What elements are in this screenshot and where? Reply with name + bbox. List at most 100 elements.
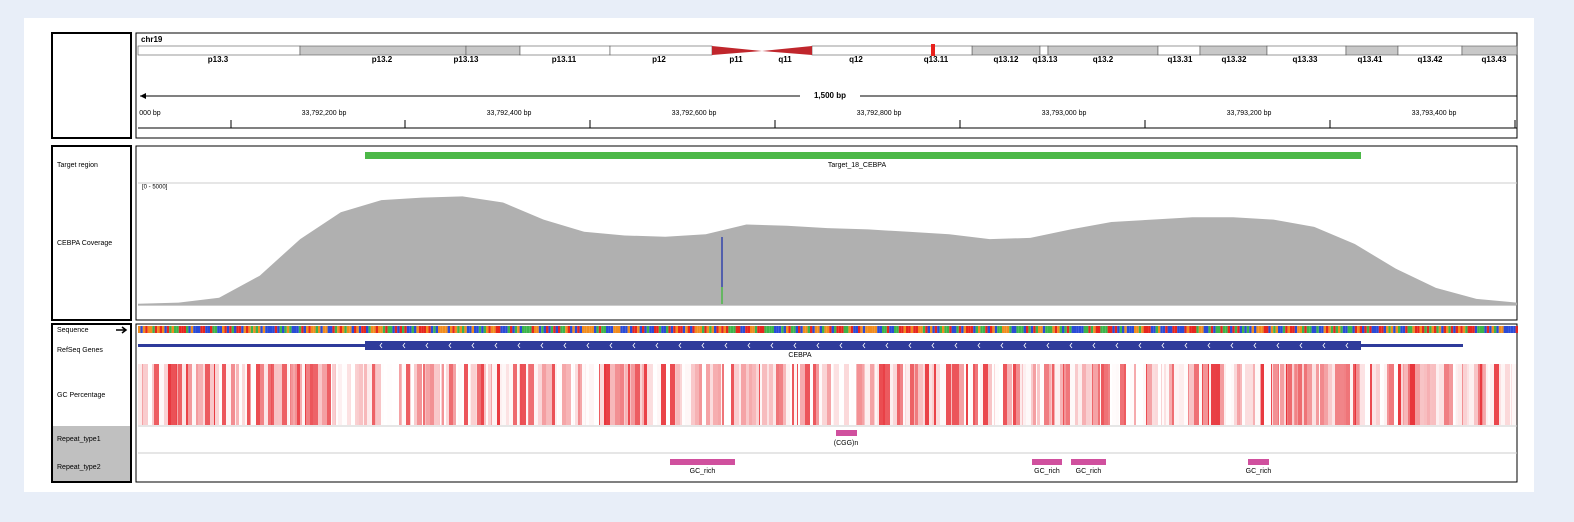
base: [1110, 326, 1113, 333]
base: [944, 326, 947, 333]
gc-stripe: [1134, 364, 1135, 425]
base: [930, 326, 933, 333]
gc-stripe: [289, 364, 290, 425]
base: [1321, 326, 1324, 333]
gc-stripe: [966, 364, 968, 425]
gc-stripe: [1242, 364, 1245, 425]
base: [819, 326, 822, 333]
gc-stripe: [351, 364, 355, 425]
gene-chevron: [839, 342, 843, 349]
gc-stripe: [923, 364, 924, 425]
band-label: q11: [778, 55, 792, 64]
base: [306, 326, 309, 333]
gc-stripe: [1359, 364, 1360, 425]
base: [373, 326, 376, 333]
base: [994, 326, 998, 333]
gc-stripe: [1136, 364, 1138, 425]
gc-stripe: [295, 364, 297, 425]
gc-stripe: [739, 364, 741, 425]
base: [1386, 326, 1389, 333]
base: [279, 326, 282, 333]
base: [1203, 326, 1206, 333]
gc-stripe: [1485, 364, 1486, 425]
gc-stripe: [178, 364, 182, 425]
gc-stripe: [338, 364, 342, 425]
gc-stripe: [1505, 364, 1510, 425]
base: [1302, 326, 1305, 333]
base: [534, 326, 537, 333]
base: [1436, 326, 1439, 333]
gc-stripe: [1040, 364, 1044, 425]
base: [1395, 326, 1398, 333]
band-label: q13.12: [994, 55, 1019, 64]
base: [385, 326, 388, 333]
base: [918, 326, 921, 333]
gc-stripe: [1112, 364, 1116, 425]
gc-stripe: [874, 364, 875, 425]
gc-stripe: [1439, 364, 1444, 425]
base: [1215, 326, 1218, 333]
base: [858, 326, 861, 333]
base: [1496, 326, 1499, 333]
base: [1482, 326, 1485, 333]
base: [1011, 326, 1014, 333]
base: [354, 326, 357, 333]
gc-stripe: [425, 364, 426, 425]
base: [543, 326, 546, 333]
gc-stripe: [903, 364, 905, 425]
base: [1378, 326, 1382, 333]
base: [193, 326, 196, 333]
gc-stripe: [327, 364, 331, 425]
base: [745, 326, 748, 333]
gc-stripe: [1216, 364, 1220, 425]
gc-stripe: [1302, 364, 1304, 425]
gc-stripe: [893, 364, 897, 425]
gc-stripe: [1401, 364, 1403, 425]
gene-chevron: [425, 342, 429, 349]
name-panel: [51, 145, 132, 321]
base: [1136, 326, 1139, 333]
gc-stripe: [290, 364, 291, 425]
gc-stripe: [1173, 364, 1174, 425]
base: [313, 326, 316, 333]
ruler-label: 33,793,000 bp: [1042, 110, 1087, 117]
gc-stripe: [642, 364, 644, 425]
gc-stripe: [138, 364, 142, 425]
base: [1141, 326, 1144, 333]
current-region: [931, 44, 935, 56]
base: [1218, 326, 1221, 333]
base: [973, 326, 976, 333]
gc-stripe: [219, 364, 222, 425]
base: [507, 326, 510, 333]
gc-stripe: [1092, 364, 1093, 425]
gc-stripe: [1174, 364, 1179, 425]
gc-stripe: [214, 364, 215, 425]
gene-chevron: [471, 342, 475, 349]
band-label: q13.2: [1093, 55, 1114, 64]
gc-stripe: [488, 364, 491, 425]
gc-stripe: [1169, 364, 1172, 425]
gc-stripe: [1209, 364, 1211, 425]
base: [1251, 326, 1254, 333]
gc-stripe: [1340, 364, 1344, 425]
band-label: q13.41: [1358, 55, 1383, 64]
gc-stripe: [702, 364, 706, 425]
gc-stripe: [699, 364, 702, 425]
base: [1316, 326, 1319, 333]
gc-stripe: [1264, 364, 1266, 425]
base: [805, 326, 808, 333]
gc-stripe: [1404, 364, 1408, 425]
gc-stripe: [462, 364, 464, 425]
base: [1470, 326, 1473, 333]
base: [512, 326, 515, 333]
base: [1124, 326, 1127, 333]
base: [402, 326, 405, 333]
gc-stripe: [604, 364, 606, 425]
base: [1064, 326, 1067, 333]
gc-stripe: [1239, 364, 1240, 425]
base: [1081, 326, 1084, 333]
base: [702, 326, 705, 333]
gc-stripe: [318, 364, 322, 425]
base: [711, 326, 714, 333]
gc-stripe: [1387, 364, 1389, 425]
